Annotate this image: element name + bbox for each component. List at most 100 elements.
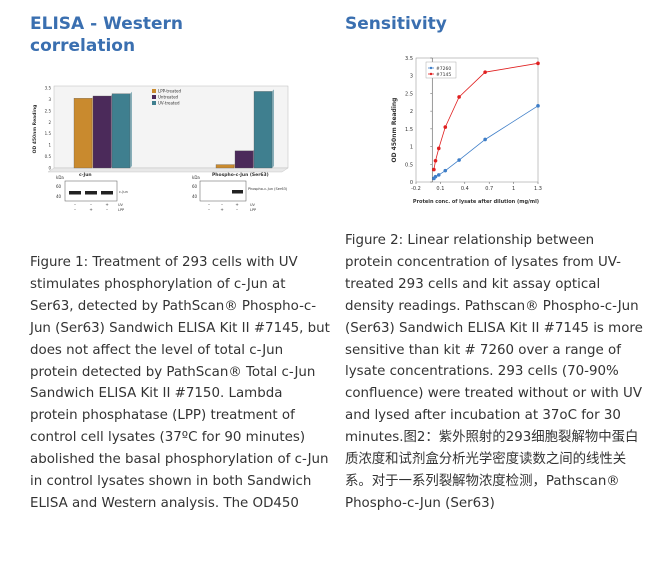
y-tick-label: 1	[48, 143, 51, 148]
y-tick-label: 2	[48, 120, 51, 125]
panel-label-phospho: Phospho-c-Jun (Ser63)	[212, 172, 269, 178]
legend-swatch	[152, 95, 156, 99]
y-tick-label: 2.5	[45, 108, 52, 113]
treatment-sign: –	[221, 202, 223, 207]
treatment-row-label: UV	[118, 203, 124, 207]
treatment-sign: –	[236, 207, 238, 212]
treatment-sign: –	[208, 207, 210, 212]
y-axis-label: OD 450nm Reading	[32, 105, 38, 154]
bar	[73, 98, 93, 169]
section-heading-elisa-western: ELISA - Western correlation	[30, 14, 183, 56]
x-tick-label: 1	[512, 186, 515, 192]
y-tick-label: 3.5	[405, 56, 413, 62]
y-tick-label: 1	[410, 145, 413, 151]
treatment-sign: +	[220, 207, 223, 212]
data-point	[457, 158, 461, 162]
y-tick-label: 0	[48, 166, 51, 171]
treatment-sign: –	[74, 202, 76, 207]
treatment-sign: –	[208, 202, 210, 207]
section-heading-sensitivity: Sensitivity	[345, 14, 447, 34]
y-tick-label: 2	[410, 109, 413, 115]
y-tick-label: 1.5	[405, 127, 413, 133]
series	[432, 61, 540, 181]
y-tick-label: 0.5	[405, 162, 413, 168]
bar	[111, 93, 131, 169]
x-tick-label: 0.7	[485, 186, 493, 192]
bars	[73, 89, 274, 169]
data-point	[483, 70, 487, 74]
data-point	[536, 104, 540, 108]
bar-side	[130, 91, 132, 168]
y-tick-label: 3	[48, 97, 51, 102]
blot-side-label-phospho: Phospho-c-Jun (Ser63)	[248, 187, 288, 191]
data-point	[536, 61, 540, 66]
bar	[253, 91, 273, 169]
plot-frame	[415, 57, 539, 183]
y-tick-label: 1.5	[45, 131, 52, 136]
blot-frame-right	[199, 180, 247, 202]
y-tick-label: 0.5	[45, 154, 52, 159]
axes: 0 0.5 1 1.5 2 2.5 3 3.5 -0.2 0.1 0.4 0.7 1 1.3	[405, 56, 542, 192]
legend-label: UV-treated	[158, 101, 180, 106]
legend-label: Untreated	[158, 95, 179, 100]
marker-60: 60	[56, 184, 62, 189]
y-tick-label: 3	[410, 74, 413, 80]
treatment-sign: +	[89, 207, 92, 212]
y-tick-label: 0	[410, 180, 413, 186]
kda-label: kDa	[192, 175, 200, 180]
band	[69, 191, 81, 195]
figure-1-chart: 0 0.5 1 1.5 2 2.5 3 3.5 OD 450nm Reading LPP-tr…	[32, 86, 289, 212]
legend-marker	[429, 66, 433, 70]
band	[232, 190, 243, 194]
data-point	[432, 167, 436, 172]
data-point	[457, 95, 461, 99]
panel-label-cjun: c-Jun	[79, 172, 92, 178]
legend-swatch	[152, 89, 156, 93]
western-blot-right: kDa Phospho-c-Jun (Ser63) 60 40 Phospho-…	[192, 172, 288, 212]
legend: #7260#7145	[425, 61, 457, 79]
data-point	[483, 137, 487, 142]
x-axis-label: Protein conc. of lysate after dilution (…	[413, 199, 539, 205]
legend-label: #7260	[436, 66, 451, 72]
x-tick-label: 1.3	[534, 186, 542, 192]
treatment-sign: –	[106, 207, 108, 212]
data-point	[436, 173, 441, 177]
y-axis-label: OD 450nm Reading	[391, 98, 398, 163]
data-point	[433, 174, 438, 179]
treatment-sign: –	[74, 207, 76, 212]
western-blot-left: kDa c-Jun 60 40 c-Jun – – + UV– + – LPP	[56, 172, 128, 212]
treatment-sign: –	[90, 202, 92, 207]
band	[85, 191, 97, 195]
legend-swatch	[152, 101, 156, 105]
legend-label: #7145	[436, 72, 451, 78]
treatment-row-label: UV	[250, 203, 256, 207]
data-point	[433, 158, 438, 163]
figure-1-caption: Figure 1: Treatment of 293 cells with UV…	[30, 255, 330, 511]
figure-2-caption: Figure 2: Linear relationship between pr…	[345, 233, 643, 511]
data-point	[436, 146, 441, 151]
marker-40: 40	[192, 194, 198, 199]
x-tick-label: -0.2	[411, 186, 421, 192]
legend-label: LPP-treated	[158, 89, 181, 94]
treatment-row-label: LPP	[118, 208, 124, 212]
treatment-signs-left: – – + UV– + – LPP	[74, 202, 124, 212]
kda-label: kDa	[56, 175, 64, 180]
figure-2-chart: 0 0.5 1 1.5 2 2.5 3 3.5 -0.2 0.1 0.4 0.7 1 1.3 OD 450…	[391, 56, 542, 205]
y-tick-label: 3.5	[45, 86, 52, 91]
x-tick-label: 0.4	[461, 186, 469, 192]
data-point	[443, 125, 448, 129]
treatment-row-label: LPP	[250, 208, 256, 212]
y-tick-label: 2.5	[405, 91, 413, 97]
legend-marker	[429, 72, 433, 76]
y-axis: 0 0.5 1 1.5 2 2.5 3 3.5	[45, 86, 52, 171]
bar	[234, 150, 254, 169]
blot-side-label-cjun: c-Jun	[119, 190, 128, 194]
bar	[92, 95, 112, 169]
band	[101, 191, 113, 195]
chart-floor	[47, 167, 289, 173]
series-line	[433, 105, 539, 179]
treatment-signs-right: – – + UV– + – LPP	[208, 202, 256, 212]
treatment-sign: +	[105, 202, 108, 207]
bar	[215, 164, 235, 169]
